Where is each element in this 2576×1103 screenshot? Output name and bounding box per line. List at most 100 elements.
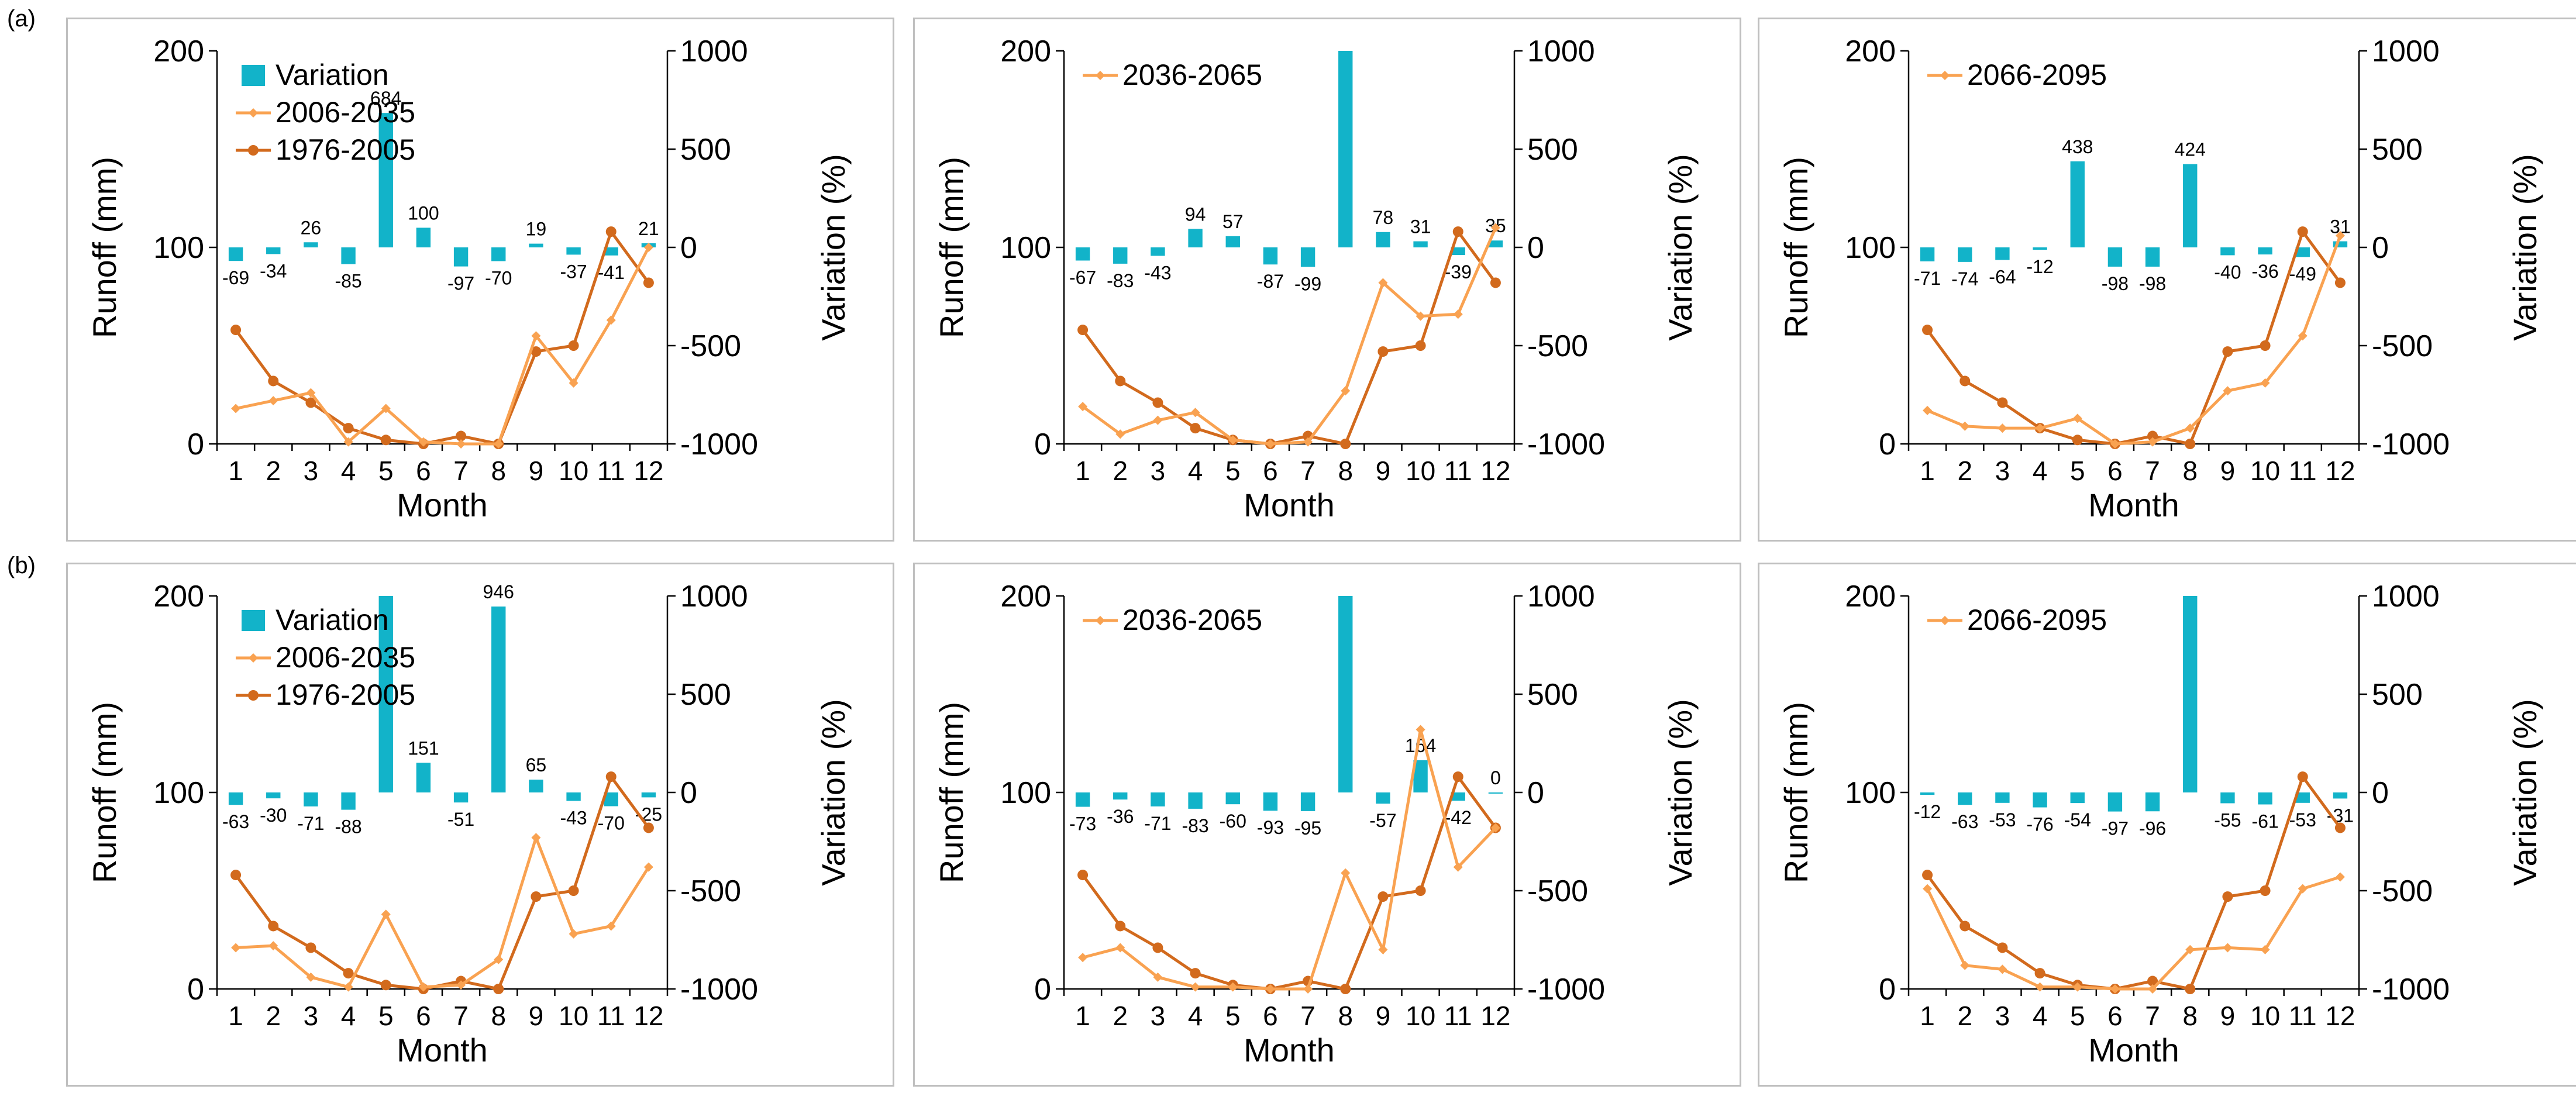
future-series-point [306, 972, 316, 982]
y2-tick-label: -500 [1527, 874, 1588, 908]
future-series-point [2072, 982, 2082, 992]
baseline-series-point [2334, 277, 2346, 288]
baseline-series-point [1190, 423, 1201, 434]
variation-data-label: -67 [1069, 267, 1096, 288]
x-tick-label: 5 [378, 1001, 394, 1031]
baseline-series-point [568, 340, 579, 351]
future-series-point [268, 941, 278, 951]
y2-tick-label: -1000 [1527, 428, 1605, 461]
variation-bar [304, 242, 318, 247]
x-tick-label: 7 [2145, 456, 2160, 486]
variation-bar [228, 792, 243, 805]
future-series-point [343, 982, 353, 992]
y2-tick-label: 0 [680, 231, 697, 265]
baseline-series-point [493, 984, 504, 994]
future-series-point [1490, 223, 1500, 233]
y2-tick-label: -1000 [680, 428, 758, 461]
baseline-series-point [643, 277, 654, 288]
y-tick-label: 200 [153, 580, 204, 613]
variation-data-label: -40 [2214, 261, 2241, 282]
baseline-series-point [1190, 968, 1201, 979]
y-tick-label: 0 [1879, 973, 1896, 1007]
y2-axis-title: Variation (%) [815, 699, 852, 886]
variation-bar [1338, 596, 1353, 792]
x-tick-label: 9 [529, 456, 544, 486]
x-tick-label: 8 [1338, 456, 1353, 486]
x-tick-label: 6 [2107, 1001, 2123, 1031]
baseline-series-point [1340, 439, 1351, 449]
x-tick-label: 4 [2033, 1001, 2048, 1031]
variation-bar [416, 763, 431, 792]
baseline-series-line [1926, 228, 2341, 446]
legend-marker [249, 108, 258, 118]
x-tick-label: 3 [1151, 456, 1166, 486]
x-tick-label: 8 [2182, 1001, 2198, 1031]
x-tick-label: 10 [1406, 456, 1435, 486]
variation-bar [1920, 792, 1935, 795]
y2-tick-label: 500 [680, 133, 731, 167]
future-series-point [1960, 960, 1970, 970]
x-tick-label: 2 [1113, 456, 1128, 486]
baseline-series-point [343, 423, 354, 434]
variation-data-label: 31 [1410, 216, 1431, 237]
x-tick-label: 10 [2250, 1001, 2280, 1031]
y2-tick-label: -500 [680, 329, 741, 363]
y-tick-label: 0 [1034, 973, 1051, 1007]
x-tick-label: 12 [633, 456, 663, 486]
variation-data-label: -96 [2139, 818, 2166, 839]
future-series-point [569, 929, 578, 939]
x-tick-label: 9 [2220, 1001, 2236, 1031]
variation-bar [2295, 792, 2310, 803]
y2-tick-label: -500 [680, 874, 741, 908]
variation-bar [529, 243, 543, 247]
variation-bar [2033, 792, 2047, 808]
y2-tick-label: 500 [1527, 133, 1578, 167]
y2-tick-label: 0 [2372, 776, 2389, 810]
x-tick-label: 7 [453, 456, 469, 486]
variation-bar [1300, 247, 1315, 267]
chart-panel-a3: 0 100 200 -1000 -500 0 500 1000 1 2 3 4 5 6 7 8 9 10 11 12 M… [1758, 18, 2576, 542]
legend-label: 2036-2065 [1122, 58, 1262, 91]
legend-label: 2006-2035 [275, 641, 415, 674]
future-series-point [2223, 386, 2233, 396]
future-series-point [1490, 823, 1500, 833]
y-tick-label: 200 [1845, 580, 1896, 613]
y2-tick-label: 0 [2372, 231, 2389, 265]
variation-bar [1995, 792, 2010, 803]
variation-data-label: -36 [1107, 806, 1134, 827]
y-axis-title: Runoff (mm) [86, 157, 123, 338]
x-tick-label: 2 [266, 456, 281, 486]
variation-bar [1376, 232, 1390, 247]
variation-bar [266, 247, 281, 254]
variation-bar [1263, 792, 1278, 811]
future-series-point [306, 388, 316, 398]
baseline-series-point [1997, 942, 2008, 953]
baseline-series-point [2185, 984, 2196, 994]
variation-data-label: 78 [1373, 207, 1394, 228]
y-tick-label: 100 [1845, 776, 1896, 810]
variation-bar [1451, 247, 1465, 256]
x-tick-label: 11 [597, 1001, 625, 1031]
x-tick-label: 1 [1075, 456, 1090, 486]
x-axis-title: Month [397, 1032, 488, 1068]
variation-bar [1263, 247, 1278, 265]
baseline-series-point [2034, 968, 2045, 979]
y2-tick-label: 1000 [2372, 35, 2440, 68]
baseline-series-point [305, 397, 316, 408]
y-tick-label: 200 [153, 35, 204, 68]
future-series-point [1190, 982, 1200, 992]
variation-bar [2183, 164, 2198, 247]
future-series-point [1115, 943, 1125, 953]
chart-panel-b2: 0 100 200 -1000 -500 0 500 1000 1 2 3 4 5 6 7 8 9 10 11 12 M… [913, 563, 1741, 1087]
baseline-series-point [456, 430, 467, 442]
variation-bar [1488, 792, 1503, 794]
variation-data-label: -53 [1989, 809, 2016, 830]
y2-tick-label: 500 [680, 678, 731, 712]
variation-data-label: -95 [1294, 818, 1321, 839]
variation-data-label: 0 [1490, 767, 1501, 788]
future-series-point [2260, 945, 2270, 954]
x-axis-title: Month [1244, 1032, 1335, 1068]
baseline-series-line [1082, 773, 1497, 991]
variation-data-label: -51 [447, 809, 474, 830]
